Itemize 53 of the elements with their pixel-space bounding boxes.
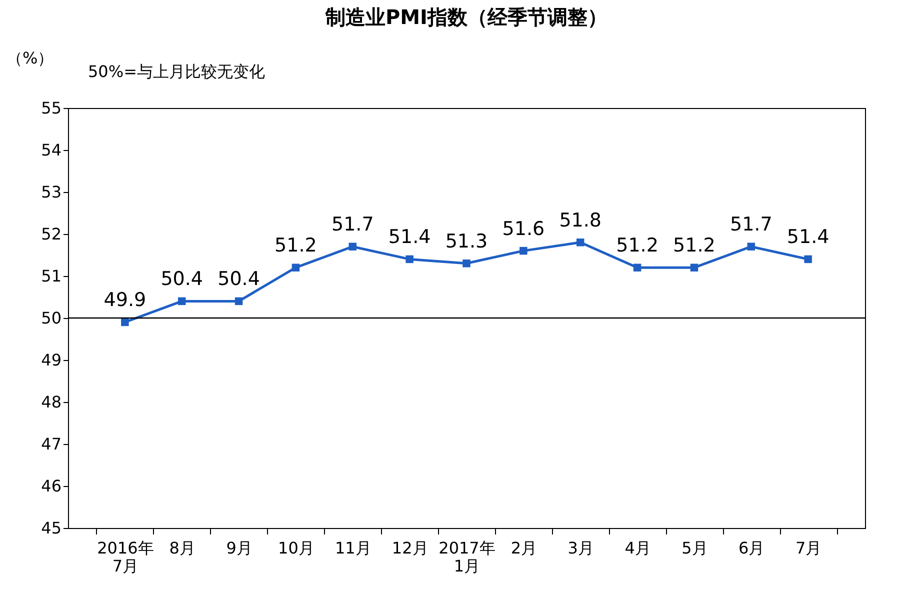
y-tick-label: 50 — [41, 308, 62, 328]
point — [406, 255, 414, 264]
x-tick-label: 6月 — [738, 538, 765, 558]
x-tick-label: 2016年 7月 — [97, 538, 154, 576]
data-label: 51.3 — [445, 230, 488, 252]
x-tick-label: 4月 — [624, 538, 651, 558]
x-tick-label: 11月 — [334, 538, 372, 558]
y-tick-label: 55 — [41, 98, 62, 118]
data-label: 50.4 — [218, 268, 260, 290]
y-tick-label: 45 — [41, 518, 62, 538]
y-tick-label: 47 — [41, 434, 62, 454]
data-label: 50.4 — [160, 268, 204, 290]
data-label: 51.4 — [786, 226, 830, 248]
data-label: 51.2 — [274, 234, 317, 257]
x-tick-label: 8月 — [169, 538, 196, 558]
y-tick-label: 49 — [41, 350, 62, 370]
data-label: 51.4 — [388, 226, 431, 248]
point — [690, 264, 698, 272]
point — [462, 260, 470, 268]
chart-title: 制造业PMI指数（经季节调整） — [324, 5, 608, 29]
x-tick-label: 2月 — [510, 538, 538, 558]
y-tick-label: 54 — [41, 140, 62, 160]
data-label: 51.7 — [730, 214, 772, 236]
y-tick-label: 51 — [41, 266, 62, 286]
y-tick-label: 46 — [41, 476, 62, 496]
y-tick-label: 53 — [41, 182, 62, 202]
data-label: 51.8 — [559, 209, 602, 232]
x-tick-label: 9月 — [226, 538, 252, 558]
point — [178, 297, 186, 306]
y-tick-label: 52 — [41, 224, 62, 244]
point — [121, 318, 129, 326]
y-axis-title: （%） — [6, 48, 54, 68]
data-label: 51.2 — [616, 234, 658, 257]
data-label: 49.9 — [104, 289, 146, 312]
x-tick-label: 2017年 1月 — [438, 538, 496, 576]
point — [633, 264, 642, 272]
text: 50%=与上月比较无变化 — [88, 62, 265, 81]
x-tick-label: 10月 — [278, 538, 314, 558]
x-tick-label: 5月 — [682, 538, 708, 558]
x-tick-label: 3月 — [568, 538, 594, 558]
x-tick-label: 7月 — [795, 538, 822, 558]
point — [576, 238, 584, 246]
y-tick-label: 48 — [41, 392, 62, 412]
point — [348, 242, 357, 250]
point — [804, 255, 812, 264]
x-tick-label: 12月 — [392, 538, 428, 558]
point — [234, 297, 243, 306]
data-label: 51.2 — [673, 234, 716, 257]
point — [747, 242, 756, 250]
data-label: 51.6 — [502, 218, 545, 240]
data-label: 51.7 — [331, 214, 374, 236]
point — [520, 246, 528, 255]
point — [292, 264, 300, 272]
